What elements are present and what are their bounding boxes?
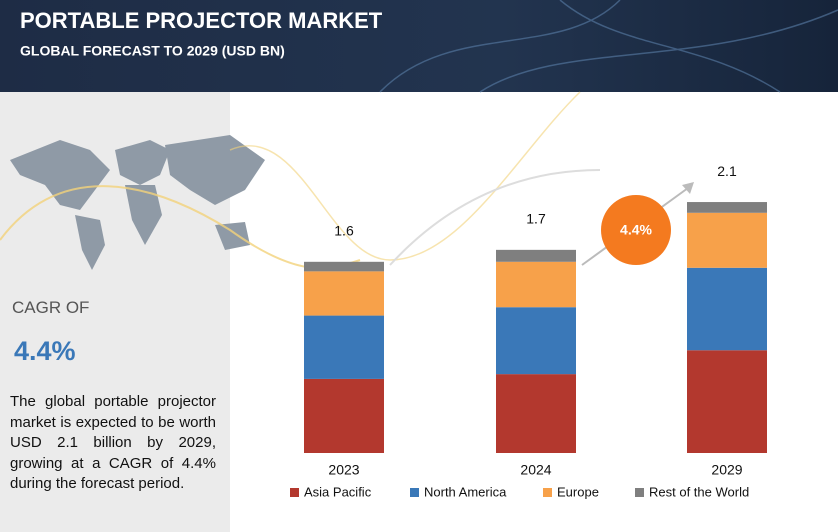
legend-label: Europe [557,484,599,499]
bar-segment [687,350,767,453]
header-decoration [379,0,838,93]
legend-label: North America [424,484,507,499]
bar-segment [687,212,767,268]
bar-segment [496,374,576,453]
legend-swatch [543,488,552,497]
bar-segment [304,315,384,379]
cagr-bubble-label: 4.4% [620,222,652,238]
total-label: 2.1 [717,163,737,179]
description: The global portable projector market is … [10,393,216,492]
x-tick-label: 2024 [520,462,551,478]
chart-subtitle: GLOBAL FORECAST TO 2029 (USD BN) [20,43,285,59]
bar-segment [496,307,576,375]
x-tick-label: 2029 [711,462,742,478]
legend-label: Rest of the World [649,484,749,499]
decoration-curve [229,91,581,261]
decoration-curve [389,169,601,266]
chart-title: PORTABLE PROJECTOR MARKET [20,8,383,33]
bar-segment [496,249,576,262]
bar-segment [304,378,384,453]
bar-segment [496,261,576,308]
cagr-value: 4.4% [14,336,76,366]
cagr-label: CAGR OF [12,298,90,317]
cagr-bubble [601,195,671,265]
legend-swatch [410,488,419,497]
legend-swatch [635,488,644,497]
bar-segment [687,267,767,351]
total-label: 1.6 [334,223,354,239]
growth-arrow-head [682,182,694,194]
x-tick-label: 2023 [328,462,359,478]
legend-label: Asia Pacific [304,484,372,499]
bar-segment [304,271,384,316]
total-label: 1.7 [526,211,546,227]
bar-segment [304,261,384,272]
legend-swatch [290,488,299,497]
bar-segment [687,202,767,213]
world-map [10,135,265,270]
